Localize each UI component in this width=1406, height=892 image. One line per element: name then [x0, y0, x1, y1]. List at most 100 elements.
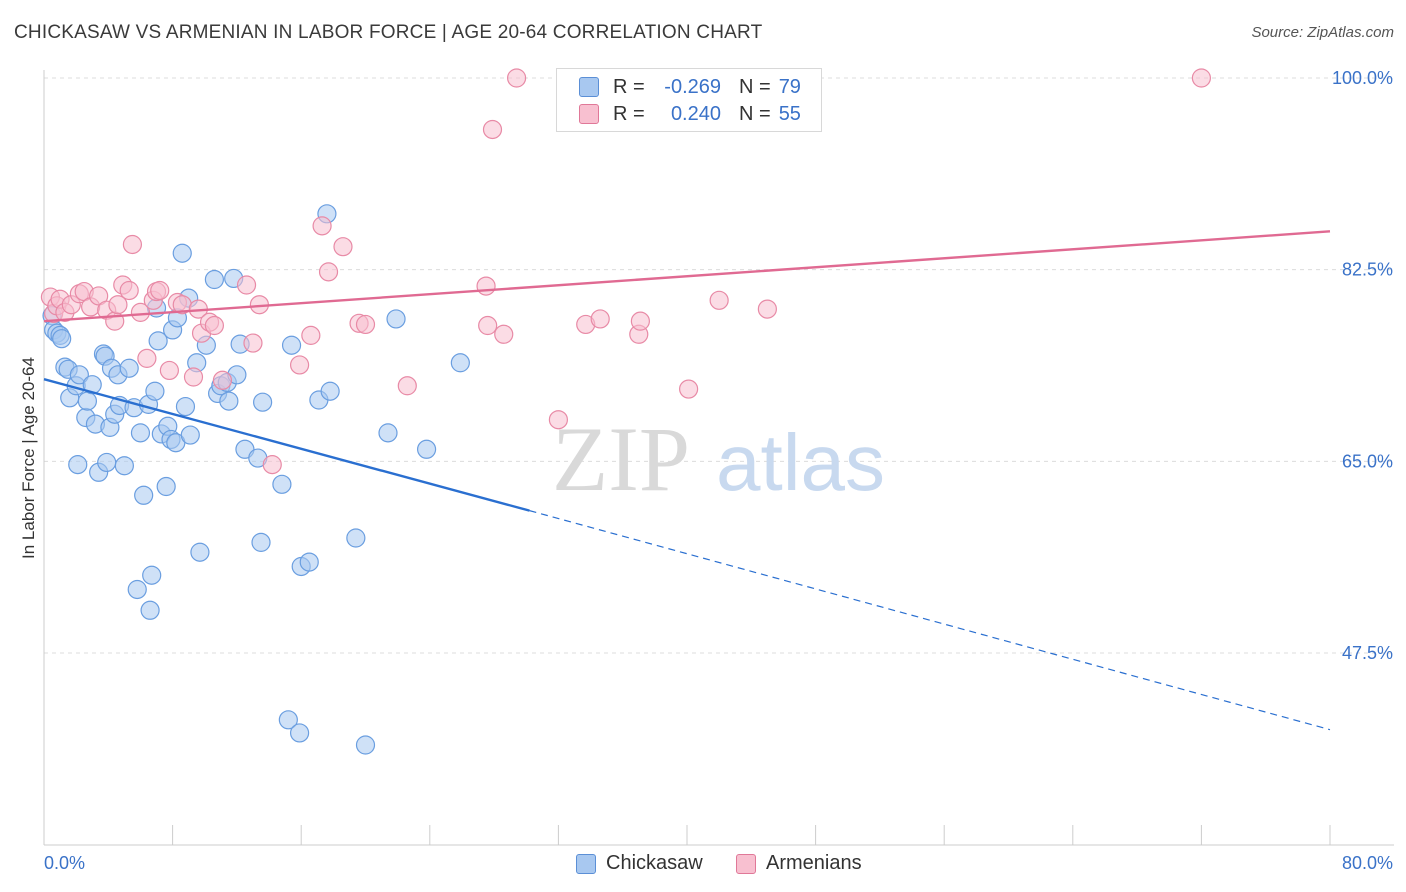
legend-row-chickasaw: R = -0.269 N = 79: [579, 75, 801, 99]
data-point: [140, 600, 160, 620]
data-point: [289, 723, 310, 743]
data-point: [482, 119, 503, 140]
data-point: [320, 381, 340, 401]
data-point: [355, 735, 376, 755]
data-point: [130, 302, 151, 322]
legend-item-chickasaw[interactable]: Chickasaw: [576, 852, 703, 875]
data-point: [119, 280, 139, 301]
data-point: [68, 455, 88, 475]
y-tick-label: 47.5%: [1342, 643, 1393, 663]
data-point: [236, 275, 257, 295]
legend-item-armenians[interactable]: Armenians: [736, 852, 862, 875]
data-point: [148, 331, 168, 351]
data-point: [494, 324, 514, 344]
data-point: [590, 309, 610, 329]
data-point: [416, 439, 437, 459]
legend-series: Chickasaw Armenians: [0, 852, 1406, 876]
legend-n-label: N =: [739, 102, 771, 125]
data-point: [333, 237, 353, 257]
data-point: [145, 381, 165, 401]
legend-n-label: N =: [739, 75, 771, 98]
legend-label-armenians: Armenians: [766, 852, 862, 874]
data-point: [69, 365, 89, 385]
data-point: [204, 315, 224, 336]
data-point: [478, 315, 498, 336]
data-point: [289, 355, 310, 375]
x-tick-label: 0.0%: [44, 853, 85, 873]
data-point: [679, 379, 699, 399]
data-point: [175, 396, 196, 417]
chart-title: CHICKASAW VS ARMENIAN IN LABOR FORCE | A…: [14, 22, 763, 43]
data-point: [397, 376, 417, 396]
data-point: [212, 370, 233, 390]
data-point: [183, 367, 204, 387]
data-point: [548, 410, 569, 430]
data-point: [156, 476, 176, 497]
data-point: [77, 391, 98, 411]
tick-labels: 47.5% 65.0% 82.5% 100.0% 0.0% 80.0%: [44, 68, 1393, 873]
data-point: [386, 309, 406, 329]
legend-r-label: R =: [613, 75, 645, 98]
trend-line-chickasaw: [43, 378, 530, 512]
data-point: [137, 348, 157, 368]
legend-stats: R = -0.269 N = 79 R = 0.240 N = 55: [556, 68, 822, 132]
watermark-zip: ZIP: [552, 408, 690, 510]
trend-line-armenians: [43, 230, 1331, 323]
data-point: [108, 295, 128, 315]
legend-swatch-armenians: [736, 853, 756, 874]
legend-r-value: -0.269: [664, 75, 721, 98]
series-armenians-points: [40, 68, 1212, 475]
data-point: [507, 68, 527, 88]
data-point: [299, 552, 319, 572]
data-point: [204, 269, 224, 290]
data-point: [281, 335, 302, 355]
data-point: [243, 333, 263, 353]
data-point: [142, 565, 162, 585]
data-point: [355, 314, 376, 335]
legend-n-value: 55: [778, 102, 801, 125]
data-point: [262, 455, 282, 475]
data-point: [346, 528, 366, 548]
data-point: [190, 542, 210, 562]
data-point: [159, 360, 179, 381]
legend-row-armenians: R = 0.240 N = 55: [579, 102, 801, 126]
y-tick-label: 82.5%: [1342, 260, 1393, 280]
chart-source: Source: ZipAtlas.com: [1251, 24, 1394, 41]
legend-swatch-armenians: [579, 104, 599, 124]
data-point: [130, 423, 151, 443]
trend-lines: [43, 230, 1331, 731]
data-point: [450, 353, 470, 373]
data-point: [278, 710, 298, 730]
x-tick-label: 80.0%: [1342, 853, 1393, 873]
data-point: [251, 532, 271, 552]
y-tick-label: 100.0%: [1332, 68, 1393, 88]
data-point: [1191, 68, 1212, 88]
data-point: [52, 329, 72, 349]
data-point: [630, 311, 650, 331]
data-point: [709, 290, 729, 310]
legend-n-value: 79: [778, 75, 801, 98]
data-point: [312, 216, 332, 236]
data-point: [150, 280, 170, 301]
data-point: [134, 485, 154, 505]
data-point: [318, 262, 339, 282]
grid-lines: [44, 77, 1394, 654]
axes: [43, 70, 1394, 846]
y-tick-label: 65.0%: [1342, 451, 1393, 471]
watermark: ZIP atlas: [552, 408, 885, 510]
data-point: [119, 358, 139, 378]
data-point: [272, 474, 292, 494]
watermark-atlas: atlas: [716, 418, 885, 507]
data-point: [114, 456, 134, 476]
data-point: [757, 299, 777, 319]
data-point: [378, 423, 398, 443]
series-chickasaw-points: [42, 204, 470, 755]
trend-line-chickasaw-extension: [529, 510, 1331, 731]
data-point: [82, 375, 102, 395]
legend-r-label: R =: [613, 102, 645, 125]
data-point: [219, 391, 239, 411]
legend-r-value: 0.240: [670, 102, 721, 125]
data-point: [172, 243, 192, 263]
legend-label-chickasaw: Chickasaw: [606, 852, 703, 874]
